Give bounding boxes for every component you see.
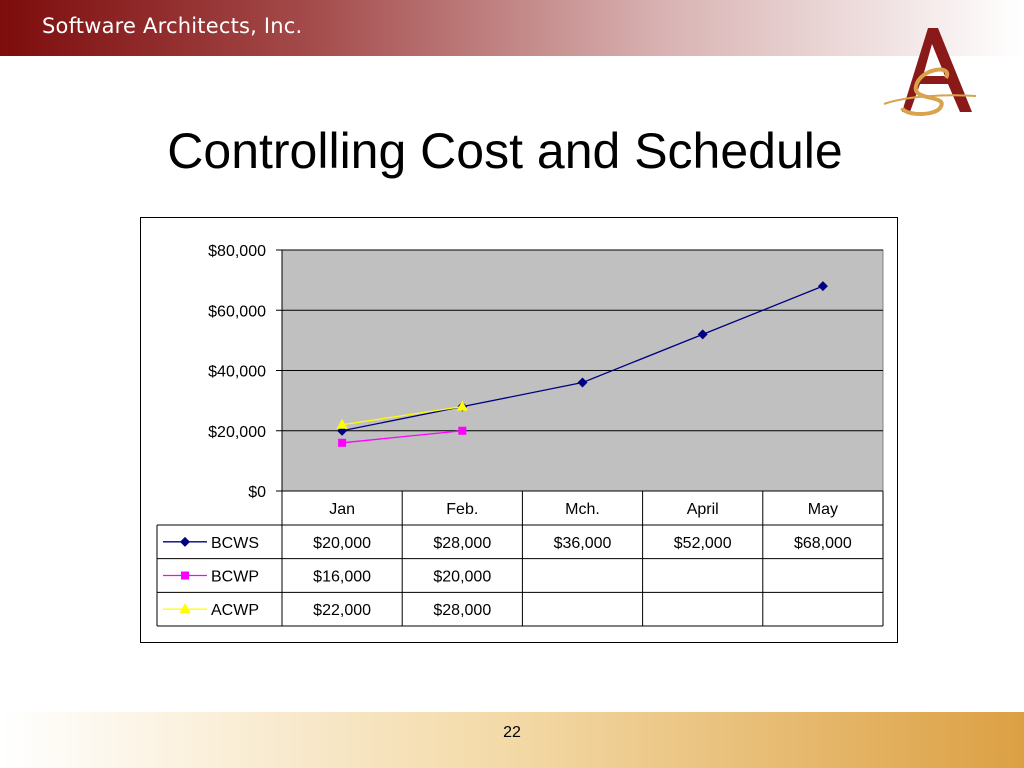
line-chart: $0 $20,000 $40,000 $60,000 $80,000 Jan Feb. Mch…	[156, 243, 884, 627]
page-number: 22	[503, 724, 521, 741]
x-category-label: Mch.	[565, 501, 600, 518]
data-label: $22,000	[313, 602, 371, 619]
data-label: $20,000	[313, 535, 371, 552]
company-logo-icon	[883, 28, 977, 116]
y-tick-label: $0	[248, 484, 266, 501]
slide-title: Controlling Cost and Schedule	[167, 123, 843, 179]
data-point-bcws	[697, 329, 708, 340]
data-label: $68,000	[794, 535, 852, 552]
data-point-bcws	[577, 377, 588, 388]
y-tick-label: $20,000	[208, 424, 266, 441]
data-label: $28,000	[433, 602, 491, 619]
legend-marker-bcws	[180, 536, 190, 547]
data-point-bcwp	[338, 438, 347, 447]
y-tick-label: $80,000	[208, 243, 266, 260]
data-point-acwp	[456, 400, 468, 411]
y-tick-label: $40,000	[208, 364, 266, 381]
x-category-label: Feb.	[446, 501, 478, 518]
series-line-bcwp	[342, 430, 463, 444]
series-line-acwp	[342, 406, 463, 426]
brand-name: Software Architects, Inc.	[42, 14, 303, 38]
data-point-acwp	[336, 418, 348, 429]
x-category-label: May	[808, 501, 838, 518]
data-point-bcws	[817, 281, 828, 292]
data-label: $36,000	[554, 535, 612, 552]
data-label: $28,000	[433, 535, 491, 552]
footer-bar	[0, 712, 1024, 768]
data-label: $52,000	[674, 535, 732, 552]
legend-label: BCWS	[211, 535, 259, 552]
y-tick-label: $60,000	[208, 303, 266, 320]
x-category-label: April	[687, 501, 719, 518]
legend-marker-bcwp	[181, 571, 189, 580]
data-label: $16,000	[313, 569, 371, 586]
legend-label: BCWP	[211, 569, 259, 586]
x-category-label: Jan	[329, 501, 355, 518]
legend-marker-acwp	[179, 603, 191, 614]
header-bar	[0, 0, 1024, 56]
data-label: $20,000	[433, 569, 491, 586]
legend-label: ACWP	[211, 602, 259, 619]
data-point-bcwp	[458, 426, 467, 435]
